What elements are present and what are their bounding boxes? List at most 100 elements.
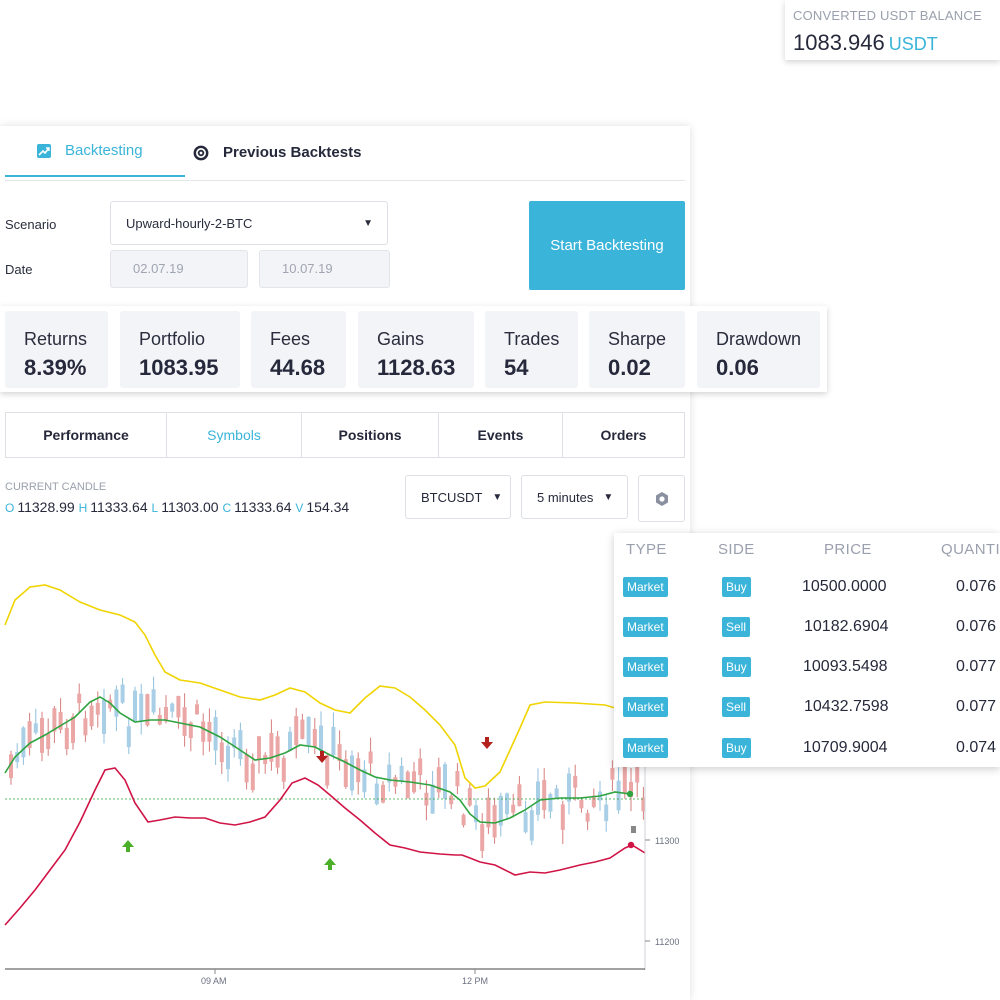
candle-body bbox=[238, 730, 243, 760]
candle-body bbox=[9, 754, 13, 779]
table-row[interactable]: Market Buy 10709.9004 0.074 bbox=[614, 737, 1000, 767]
candle-body bbox=[95, 702, 100, 715]
table-row[interactable]: Market Sell 10432.7598 0.077 bbox=[614, 696, 1000, 736]
tab-backtesting[interactable]: Backtesting bbox=[5, 126, 185, 177]
stat-value: 1083.95 bbox=[139, 355, 219, 380]
candle-body bbox=[164, 707, 168, 722]
candle-body bbox=[188, 722, 193, 739]
scenario-select[interactable]: Upward-hourly-2-BTC ▼ bbox=[110, 201, 388, 245]
candle-body bbox=[263, 754, 268, 764]
candle-body bbox=[21, 727, 26, 758]
stats-strip: Returns 8.39% Portfolio 1083.95 Fees 44.… bbox=[0, 306, 827, 392]
stat-sharpe: Sharpe 0.02 bbox=[589, 311, 685, 388]
candle-body bbox=[443, 764, 447, 799]
date-from-field[interactable]: 02.07.19 bbox=[110, 250, 248, 288]
buy-arrow-icon bbox=[122, 840, 134, 852]
stat-trades: Trades 54 bbox=[485, 311, 578, 388]
stat-value: 0.06 bbox=[716, 355, 759, 380]
high-value: 11333.64 bbox=[90, 499, 148, 515]
tab-orders[interactable]: Orders bbox=[562, 412, 685, 458]
tab-previous-backtests[interactable]: Previous Backtests bbox=[193, 126, 361, 179]
upper-band-line bbox=[4, 584, 616, 789]
table-row[interactable]: Market Buy 10093.5498 0.077 bbox=[614, 656, 1000, 696]
start-backtesting-button[interactable]: Start Backtesting bbox=[529, 201, 685, 290]
tab-bar: Backtesting Previous Backtests bbox=[5, 126, 685, 181]
candle-body bbox=[281, 757, 286, 782]
candle-body bbox=[64, 727, 69, 750]
candle-body bbox=[312, 729, 317, 747]
candle-body bbox=[102, 699, 106, 734]
candle-body bbox=[591, 795, 596, 807]
chevron-down-icon: ▼ bbox=[492, 491, 503, 503]
stat-value: 44.68 bbox=[270, 355, 326, 380]
column-header-price: PRICE bbox=[824, 541, 872, 558]
sell-arrow-icon bbox=[316, 751, 328, 763]
quantity-cell: 0.077 bbox=[956, 658, 997, 675]
chart-settings-button[interactable] bbox=[638, 475, 685, 522]
candle-body bbox=[337, 744, 342, 762]
close-key: C bbox=[222, 501, 232, 515]
interval-value: 5 minutes bbox=[537, 489, 594, 505]
stat-returns: Returns 8.39% bbox=[5, 311, 108, 388]
candle-body bbox=[554, 788, 559, 800]
stat-value: 54 bbox=[504, 355, 529, 380]
tab-performance[interactable]: Performance bbox=[5, 412, 167, 458]
tab-backtesting-label: Backtesting bbox=[65, 142, 143, 159]
tab-positions[interactable]: Positions bbox=[301, 412, 439, 458]
date-to-field[interactable]: 10.07.19 bbox=[259, 250, 390, 288]
candle-body bbox=[213, 717, 218, 751]
stat-portfolio: Portfolio 1083.95 bbox=[120, 311, 240, 388]
candle-body bbox=[449, 795, 454, 805]
candle-body bbox=[622, 766, 627, 794]
candle-body bbox=[40, 718, 44, 753]
candle-body bbox=[133, 690, 137, 721]
middle-band-marker bbox=[626, 790, 634, 798]
candle-body bbox=[219, 742, 224, 763]
candle-body bbox=[350, 755, 354, 791]
candle-body bbox=[418, 758, 423, 776]
candle-body bbox=[461, 814, 466, 826]
stat-title: Gains bbox=[377, 329, 425, 349]
quantity-cell: 0.077 bbox=[956, 698, 997, 715]
table-row[interactable]: Market Sell 10182.6904 0.076 bbox=[614, 616, 1000, 656]
candle-body bbox=[412, 771, 416, 793]
symbol-select[interactable]: BTCUSDT ▼ bbox=[405, 475, 511, 519]
current-candle-marker bbox=[631, 826, 636, 833]
stat-title: Fees bbox=[270, 329, 311, 349]
stat-drawdown: Drawdown 0.06 bbox=[697, 311, 820, 388]
candle-body bbox=[306, 716, 311, 746]
candle-body bbox=[232, 737, 237, 748]
candle-body bbox=[176, 695, 181, 718]
volume-value: 154.34 bbox=[306, 499, 350, 515]
stat-value: 1128.63 bbox=[377, 355, 456, 380]
detail-tabs: Performance Symbols Positions Events Ord… bbox=[5, 412, 685, 458]
low-value: 11303.00 bbox=[161, 499, 219, 515]
candle-body bbox=[182, 707, 187, 736]
candle-body bbox=[356, 758, 361, 783]
candle-body bbox=[195, 704, 199, 715]
side-badge: Buy bbox=[722, 738, 751, 758]
candle-body bbox=[405, 771, 410, 799]
tab-events[interactable]: Events bbox=[438, 412, 563, 458]
tab-symbols[interactable]: Symbols bbox=[166, 412, 302, 458]
candle-body bbox=[126, 726, 131, 748]
quantity-cell: 0.076 bbox=[956, 618, 997, 635]
candle-body bbox=[542, 780, 547, 811]
candle-body bbox=[15, 751, 20, 763]
candle-body bbox=[27, 721, 32, 749]
table-row[interactable]: Market Buy 10500.0000 0.076 bbox=[614, 576, 1000, 616]
price-chart[interactable]: 11300 11200 09 AM 12 PM bbox=[0, 540, 690, 1000]
candle-body bbox=[368, 751, 373, 764]
candle-body bbox=[474, 805, 478, 823]
stat-value: 8.39% bbox=[24, 355, 87, 380]
candle-body bbox=[151, 689, 156, 713]
buy-arrow-icon bbox=[324, 858, 336, 870]
high-key: H bbox=[78, 501, 88, 515]
x-tick-label: 09 AM bbox=[201, 976, 227, 986]
candle-body bbox=[536, 781, 540, 815]
interval-select[interactable]: 5 minutes ▼ bbox=[521, 475, 628, 519]
candle-body bbox=[610, 767, 615, 780]
candle-body bbox=[548, 793, 553, 812]
candle-body bbox=[58, 712, 63, 730]
lower-band-line bbox=[4, 767, 646, 926]
